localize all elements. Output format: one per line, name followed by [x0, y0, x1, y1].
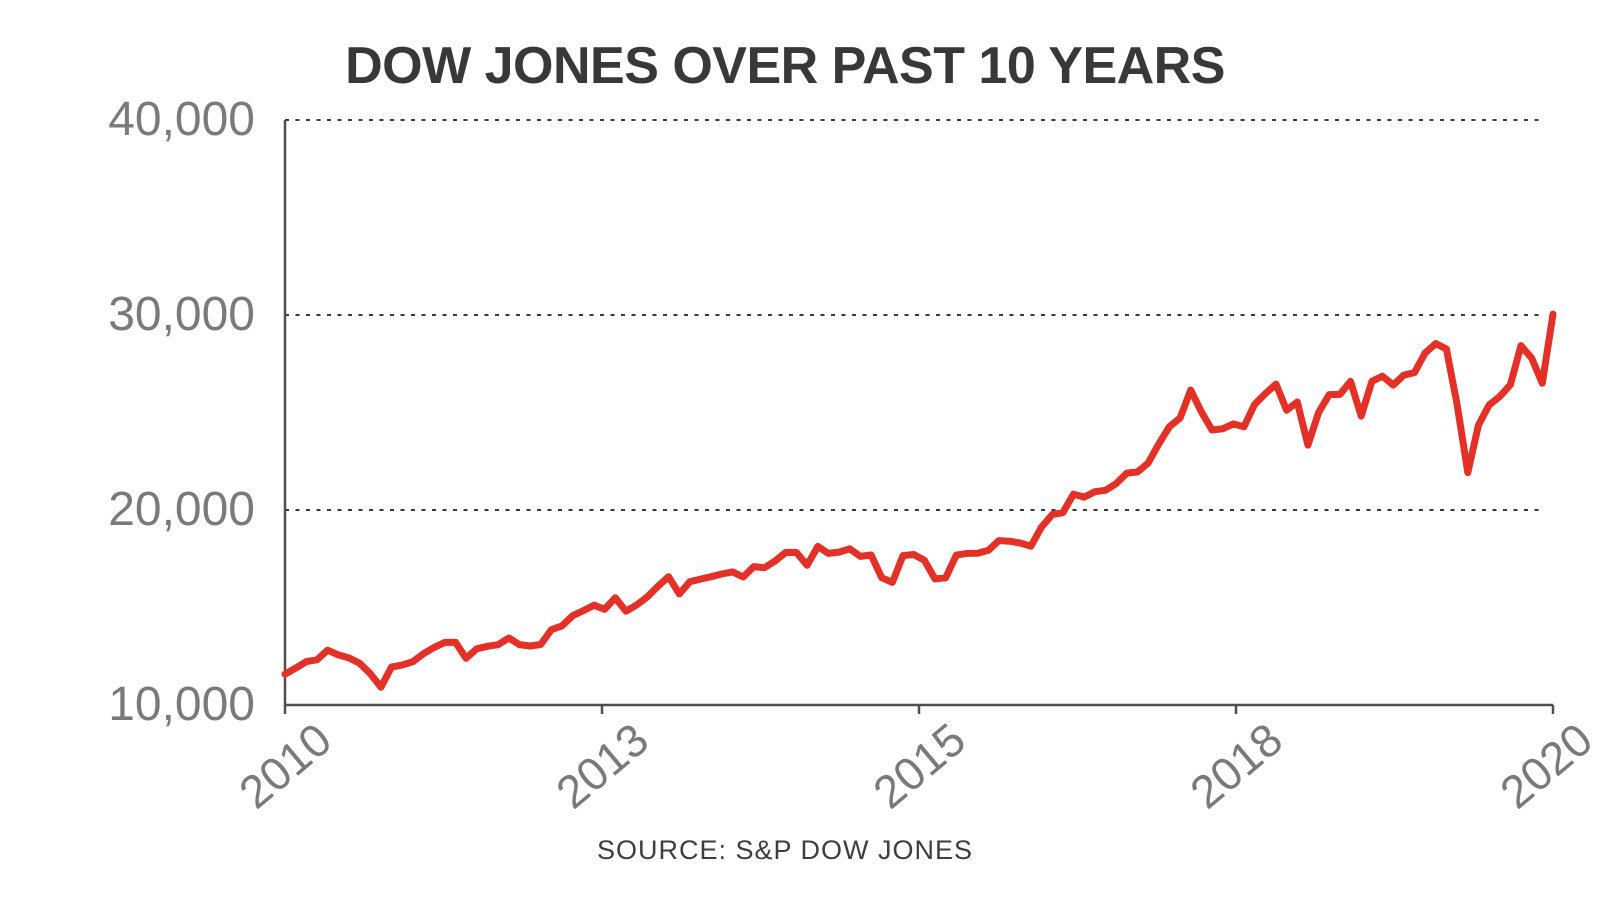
chart-title: DOW JONES OVER PAST 10 YEARS	[345, 37, 1225, 95]
y-axis-tick-label: 20,000	[108, 483, 255, 536]
y-axis-tick-label: 30,000	[108, 288, 255, 341]
x-axis-ticks	[283, 705, 1555, 714]
gridlines	[285, 119, 1540, 511]
source-caption: SOURCE: S&P DOW JONES	[596, 835, 974, 865]
y-axis-tick-label: 40,000	[108, 93, 255, 146]
y-axis-tick-label: 10,000	[108, 678, 255, 731]
dow-line-series	[281, 310, 1557, 691]
